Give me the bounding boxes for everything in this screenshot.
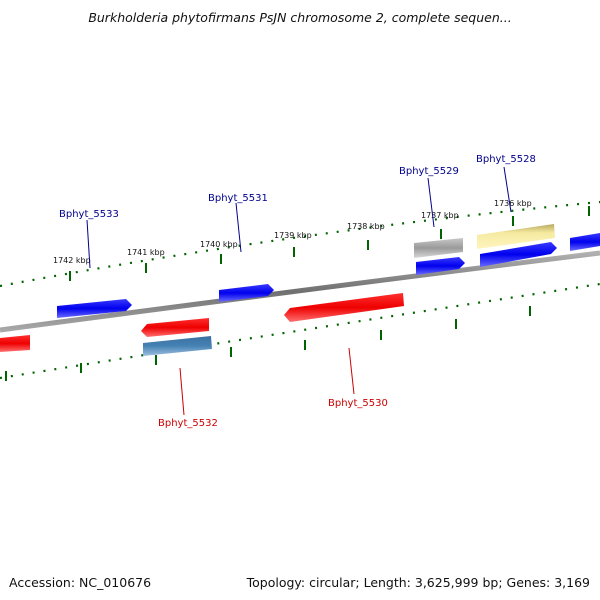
gene-label-bphyt-5530[interactable]: Bphyt_5530 [328,398,388,409]
map-title: Burkholderia phytofirmans PsJN chromosom… [88,10,512,25]
ruler-label-1740: 1740 kbp [200,240,238,249]
gene-label-bphyt-5528[interactable]: Bphyt_5528 [476,154,536,165]
ruler-label-1742: 1742 kbp [53,256,91,265]
gene-label-bphyt-5529[interactable]: Bphyt_5529 [399,166,459,177]
reverse-ruler-track [0,282,600,381]
ruler-labels: 1742 kbp 1741 kbp 1740 kbp 1739 kbp 1738… [53,199,532,265]
forward-ruler-track [0,200,600,288]
gray-feature-bar [414,238,463,258]
gene-bphyt-5531-arrow[interactable] [219,284,274,302]
chromosome-backbone [0,250,600,333]
ruler-label-1739: 1739 kbp [274,231,312,240]
label-leaders [86,166,512,416]
ruler-label-1736: 1736 kbp [494,199,532,208]
steel-feature-bar [143,336,212,356]
yellow-feature-bar [477,224,555,249]
reverse-gene-edge-arrow[interactable] [0,335,30,352]
gene-label-bphyt-5533[interactable]: Bphyt_5533 [59,209,119,220]
ruler-label-1741: 1741 kbp [127,248,165,257]
gene-bphyt-5528-arrow[interactable] [480,242,557,267]
gene-bphyt-5529-arrow[interactable] [416,257,465,275]
ruler-label-1737: 1737 kbp [421,211,459,220]
accession-text: Accession: NC_010676 [9,575,152,590]
ruler-label-1738: 1738 kbp [347,222,385,231]
gene-bphyt-5533-arrow[interactable] [57,299,132,318]
gene-label-bphyt-5532[interactable]: Bphyt_5532 [158,418,218,429]
gene-bphyt-5530-arrow[interactable] [284,293,404,322]
gene-edge-arrow[interactable] [570,233,600,251]
gene-label-bphyt-5531[interactable]: Bphyt_5531 [208,193,268,204]
genome-summary-text: Topology: circular; Length: 3,625,999 bp… [246,575,590,590]
gene-bphyt-5532-arrow[interactable] [141,318,209,337]
